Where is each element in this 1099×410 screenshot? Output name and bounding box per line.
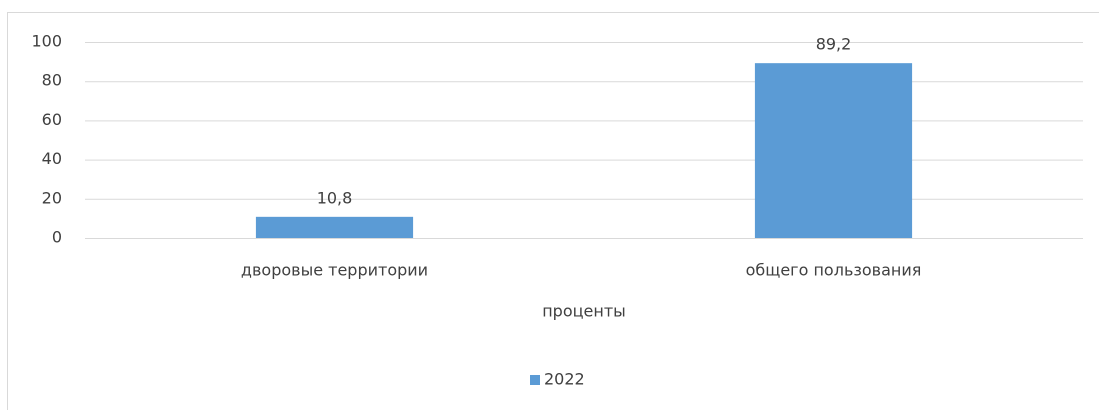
y-tick-label: 0 bbox=[52, 228, 62, 247]
legend-swatch bbox=[530, 375, 540, 385]
y-tick-label: 100 bbox=[31, 32, 62, 51]
x-axis-title: проценты bbox=[542, 302, 626, 321]
bar bbox=[754, 63, 913, 238]
bar bbox=[255, 216, 414, 238]
y-tick-label: 40 bbox=[42, 149, 62, 168]
y-tick-label: 80 bbox=[42, 71, 62, 90]
y-tick-label: 60 bbox=[42, 110, 62, 129]
x-tick-label: общего пользования bbox=[746, 261, 922, 280]
y-tick-label: 20 bbox=[42, 188, 62, 207]
legend-label: 2022 bbox=[544, 370, 585, 389]
chart-border bbox=[7, 12, 1099, 410]
data-label: 89,2 bbox=[816, 35, 852, 54]
x-tick-label: дворовые территории bbox=[241, 261, 428, 280]
data-label: 10,8 bbox=[317, 188, 353, 207]
